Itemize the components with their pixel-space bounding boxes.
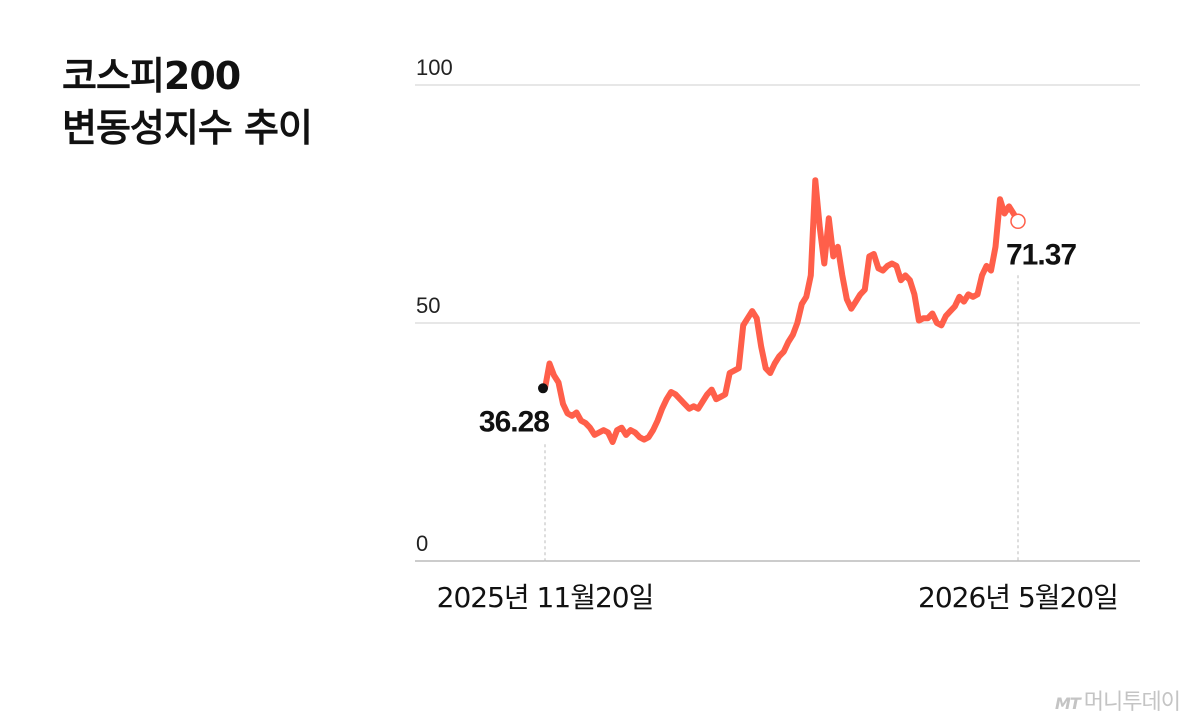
end-value-label: 71.37 (1006, 238, 1076, 271)
chart-title-line-1: 코스피200 (62, 54, 241, 98)
chart-title-line-2: 변동성지수 추이 (62, 106, 313, 150)
end-point-marker (1010, 213, 1026, 230)
watermark: MT 머니투데이 (1054, 684, 1181, 716)
start-point-marker (538, 383, 548, 394)
y-tick-label-50: 50 (416, 293, 440, 318)
y-tick-label-0: 0 (416, 531, 428, 556)
watermark-text: 머니투데이 (1083, 690, 1181, 715)
x-tick-label-end: 2026년 5월20일 (918, 581, 1118, 614)
chart-title: 코스피200 변동성지수 추이 (62, 50, 313, 154)
series-line (542, 177, 1021, 445)
x-tick-label-start: 2025년 11월20일 (437, 581, 654, 614)
y-tick-label-100: 100 (416, 55, 453, 80)
watermark-logo: MT (1054, 694, 1081, 713)
start-value-label: 36.28 (479, 405, 549, 438)
